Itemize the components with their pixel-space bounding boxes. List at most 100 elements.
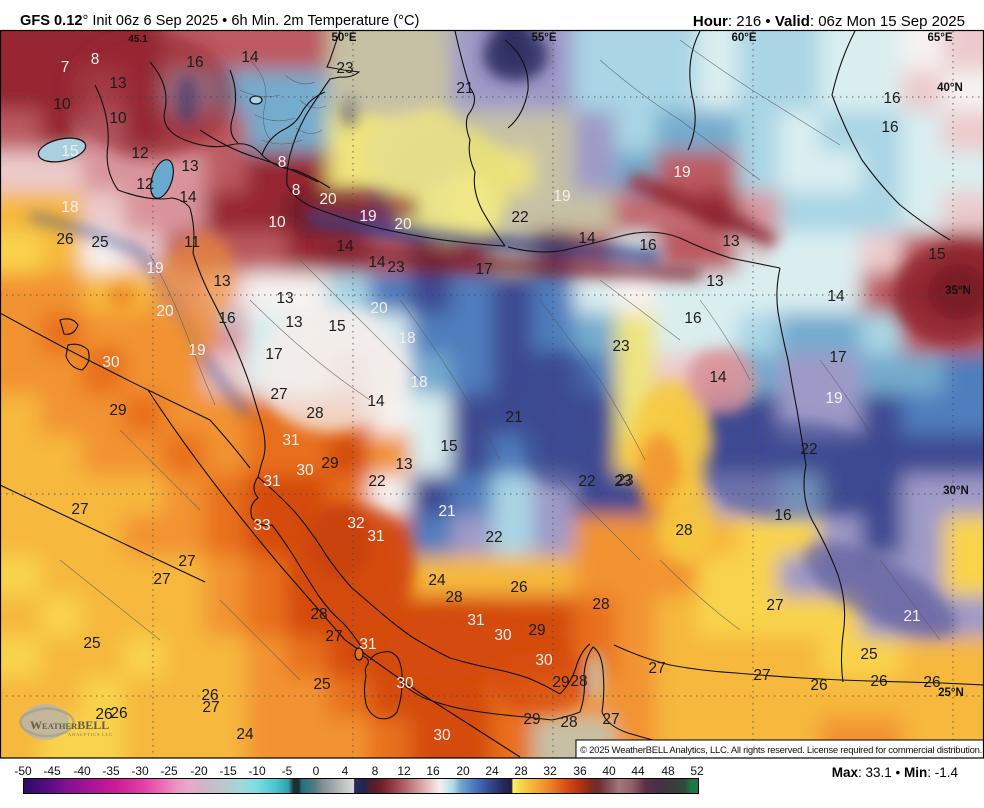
svg-text:14: 14 [179, 189, 197, 206]
svg-text:17: 17 [265, 346, 282, 363]
svg-text:29: 29 [528, 622, 545, 639]
svg-text:27: 27 [178, 553, 195, 570]
svg-text:20: 20 [394, 216, 412, 233]
svg-text:16: 16 [881, 119, 898, 136]
svg-text:19: 19 [188, 342, 205, 359]
svg-text:16: 16 [639, 237, 656, 254]
svg-text:7: 7 [61, 59, 70, 76]
svg-text:65°E: 65°E [927, 32, 952, 44]
svg-text:18: 18 [398, 330, 415, 347]
svg-text:26: 26 [201, 687, 218, 704]
svg-text:27: 27 [602, 711, 619, 728]
svg-text:23: 23 [612, 338, 629, 355]
svg-text:15: 15 [928, 246, 945, 263]
svg-text:60°E: 60°E [731, 32, 756, 44]
svg-text:14: 14 [578, 230, 596, 247]
svg-text:45.1: 45.1 [128, 34, 148, 45]
svg-text:33: 33 [253, 517, 270, 534]
svg-text:© 2025 WeatherBELL Analytics,: © 2025 WeatherBELL Analytics, LLC. All r… [580, 745, 982, 756]
svg-text:WEATHERBELL: WEATHERBELL [30, 718, 109, 732]
svg-text:17: 17 [475, 261, 492, 278]
svg-text:40°N: 40°N [937, 82, 963, 94]
svg-text:15: 15 [440, 438, 457, 455]
svg-text:31: 31 [282, 432, 299, 449]
svg-text:10: 10 [109, 110, 127, 127]
svg-text:21: 21 [903, 608, 920, 625]
svg-text:13: 13 [395, 456, 412, 473]
svg-text:19: 19 [673, 164, 690, 181]
svg-text:13: 13 [722, 233, 739, 250]
svg-text:13: 13 [706, 273, 723, 290]
svg-text:22: 22 [368, 473, 385, 490]
svg-text:26: 26 [95, 706, 112, 723]
svg-text:28: 28 [570, 673, 587, 690]
svg-text:11: 11 [184, 234, 200, 251]
svg-text:25°N: 25°N [938, 687, 964, 699]
svg-text:30: 30 [494, 627, 512, 644]
svg-text:16: 16 [774, 507, 791, 524]
svg-text:31: 31 [359, 636, 376, 653]
svg-text:21: 21 [456, 80, 473, 97]
svg-text:13: 13 [276, 290, 293, 307]
svg-text:31: 31 [367, 528, 384, 545]
svg-text:ANALYTICS LLC: ANALYTICS LLC [68, 732, 113, 737]
svg-text:24: 24 [236, 726, 254, 743]
svg-text:30: 30 [535, 652, 553, 669]
svg-text:26: 26 [810, 677, 827, 694]
svg-text:18: 18 [410, 374, 427, 391]
svg-text:15: 15 [328, 318, 345, 335]
svg-text:21: 21 [505, 409, 522, 426]
svg-text:14: 14 [367, 393, 385, 410]
svg-text:8: 8 [91, 51, 100, 68]
svg-text:17: 17 [829, 349, 846, 366]
svg-text:22: 22 [578, 473, 595, 490]
svg-text:19: 19 [359, 208, 376, 225]
svg-text:27: 27 [153, 571, 170, 588]
svg-text:14: 14 [368, 254, 386, 271]
svg-text:16: 16 [186, 54, 203, 71]
svg-text:14: 14 [709, 369, 727, 386]
svg-text:30: 30 [396, 675, 414, 692]
svg-text:25: 25 [860, 646, 877, 663]
svg-text:28: 28 [592, 596, 609, 613]
svg-text:26: 26 [870, 673, 887, 690]
svg-text:29: 29 [109, 402, 126, 419]
svg-text:26: 26 [510, 579, 527, 596]
svg-text:35°N: 35°N [945, 285, 971, 297]
svg-text:30: 30 [296, 462, 314, 479]
svg-text:25: 25 [91, 234, 108, 251]
svg-text:8: 8 [278, 154, 287, 171]
svg-text:16: 16 [218, 310, 235, 327]
svg-text:25: 25 [83, 635, 100, 652]
svg-text:27: 27 [71, 501, 88, 518]
svg-text:23: 23 [336, 60, 353, 77]
svg-text:10: 10 [268, 214, 286, 231]
svg-text:26: 26 [110, 705, 127, 722]
svg-text:27: 27 [648, 660, 665, 677]
svg-text:14: 14 [241, 49, 259, 66]
svg-text:13: 13 [213, 273, 230, 290]
svg-text:31: 31 [263, 473, 280, 490]
svg-text:13: 13 [109, 75, 126, 92]
svg-text:28: 28 [310, 606, 327, 623]
svg-text:29: 29 [552, 674, 569, 691]
svg-text:23: 23 [616, 472, 633, 489]
svg-text:30: 30 [102, 354, 120, 371]
svg-text:12: 12 [136, 176, 153, 193]
svg-text:16: 16 [684, 310, 701, 327]
svg-text:12: 12 [131, 145, 148, 162]
svg-text:18: 18 [61, 199, 78, 216]
svg-text:14: 14 [827, 288, 845, 305]
svg-text:32: 32 [347, 515, 364, 532]
svg-text:27: 27 [325, 628, 342, 645]
svg-text:29: 29 [523, 711, 540, 728]
svg-text:28: 28 [306, 405, 323, 422]
svg-text:14: 14 [336, 238, 354, 255]
svg-text:19: 19 [553, 188, 570, 205]
svg-text:55°E: 55°E [531, 32, 556, 44]
svg-text:27: 27 [270, 386, 287, 403]
svg-text:26: 26 [923, 674, 940, 691]
svg-text:13: 13 [181, 158, 198, 175]
svg-text:22: 22 [511, 209, 528, 226]
svg-text:27: 27 [753, 667, 770, 684]
